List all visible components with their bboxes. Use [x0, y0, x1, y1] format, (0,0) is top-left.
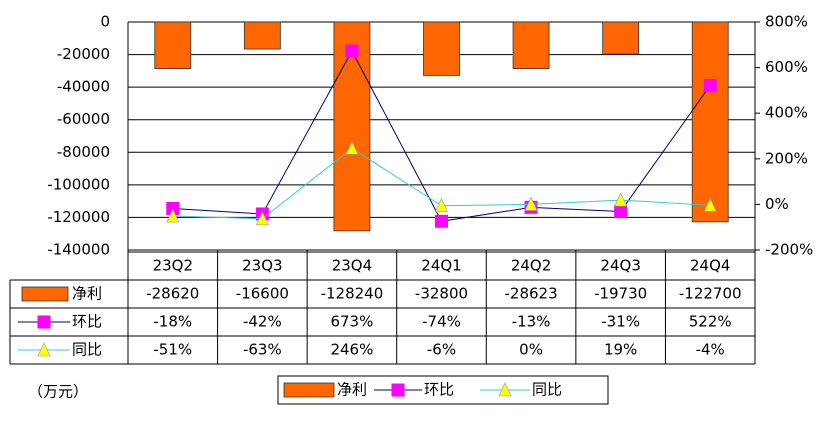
marker: [345, 44, 359, 58]
bar: [243, 21, 281, 50]
bar: [691, 21, 729, 223]
table-value: -19730: [594, 285, 647, 303]
x-tick-label: 24Q3: [600, 257, 640, 275]
marker: [345, 140, 359, 155]
table-series-name: 净利: [72, 285, 102, 303]
legend-label: 环比: [424, 381, 454, 399]
x-tick-label: 24Q2: [511, 257, 551, 275]
legend-key: [283, 382, 335, 398]
y2-tick-label: 200%: [765, 149, 808, 167]
marker: [614, 204, 628, 218]
table-value: -51%: [153, 341, 192, 359]
table-value: -16600: [236, 285, 289, 303]
y-tick-label: 0: [100, 13, 110, 31]
table-value: 673%: [330, 313, 373, 331]
marker: [524, 196, 538, 211]
marker: [255, 211, 269, 226]
legend: [277, 375, 609, 405]
x-tick-label: 23Q2: [153, 257, 193, 275]
table-series-name: 同比: [72, 341, 102, 359]
table-value: -128240: [321, 285, 384, 303]
table-value: -13%: [512, 313, 551, 331]
table-value: -6%: [427, 341, 456, 359]
table-value: -32800: [415, 285, 468, 303]
table-value: -122700: [679, 285, 742, 303]
marker: [435, 198, 448, 213]
bar: [423, 21, 460, 76]
table-value: -42%: [243, 313, 282, 331]
table-value: -18%: [153, 313, 192, 331]
y-tick-label: -120000: [47, 208, 110, 226]
legend-label: 净利: [337, 381, 367, 399]
y-tick-label: -80000: [57, 143, 110, 161]
table-value: -74%: [422, 313, 461, 331]
marker: [614, 192, 628, 207]
table-value: -4%: [696, 341, 725, 359]
bar: [512, 21, 550, 70]
table-value: 246%: [330, 341, 373, 359]
marker: [703, 197, 717, 212]
y-tick-label: -40000: [57, 78, 110, 96]
unit-note: （万元）: [28, 383, 88, 401]
table-marker: [37, 342, 51, 357]
y2-tick-label: 0%: [765, 195, 789, 213]
table-value: 522%: [689, 313, 732, 331]
line: [172, 49, 711, 222]
legend-label: 同比: [532, 381, 562, 399]
legend-marker: [391, 383, 405, 397]
legend-marker: [498, 382, 512, 397]
y-tick-label: -20000: [57, 45, 110, 63]
x-tick-label: 23Q4: [332, 257, 372, 275]
marker: [435, 214, 448, 228]
y2-tick-label: 800%: [765, 13, 808, 31]
bar: [154, 21, 192, 70]
table-value: -63%: [243, 341, 282, 359]
table-value: -31%: [601, 313, 640, 331]
table-series-name: 环比: [72, 313, 102, 331]
y-tick-label: -60000: [57, 110, 110, 128]
x-tick-label: 24Q1: [421, 257, 461, 275]
table-key: [21, 286, 69, 302]
y-tick-label: -100000: [47, 175, 110, 193]
y-tick-label: -140000: [47, 241, 110, 259]
table-value: 0%: [519, 341, 543, 359]
bar: [602, 21, 640, 55]
table-marker: [37, 315, 51, 329]
y2-tick-label: 600%: [765, 58, 808, 76]
y2-tick-label: -200%: [765, 241, 813, 259]
table-value: 19%: [604, 341, 637, 359]
x-tick-label: 24Q4: [690, 257, 730, 275]
x-tick-label: 23Q3: [242, 257, 282, 275]
table-value: -28620: [146, 285, 199, 303]
y2-tick-label: 400%: [765, 104, 808, 122]
marker: [166, 208, 180, 223]
table-value: -28623: [505, 285, 558, 303]
marker: [703, 78, 717, 92]
